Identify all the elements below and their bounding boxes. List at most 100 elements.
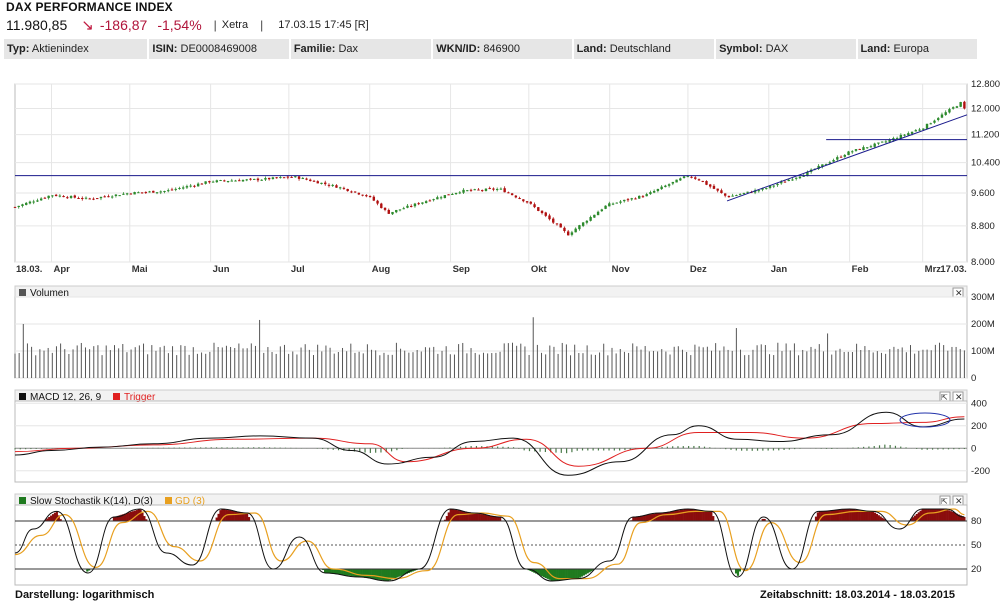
price-candle (17, 205, 20, 209)
macd-y-tick: 400 (971, 398, 987, 409)
volume-y-tick: 300M (971, 292, 995, 303)
price-candle (791, 178, 794, 181)
price-candle (200, 182, 204, 185)
price-candle (230, 178, 233, 182)
price-candle (862, 145, 865, 151)
price-candle (608, 201, 611, 207)
price-x-tick: Apr (54, 264, 71, 275)
price-candle (623, 199, 626, 203)
volume-legend-swatch (19, 289, 26, 296)
price-candle (417, 202, 420, 206)
price-candle (125, 192, 129, 196)
price-candle (297, 175, 301, 181)
price-candle (152, 190, 155, 193)
price-x-tick: Sep (453, 264, 471, 275)
price-candle (327, 183, 331, 188)
price-candle (77, 196, 80, 200)
price-candle (331, 183, 334, 187)
info-symbol: Symbol: DAX (716, 39, 856, 59)
price-candle (279, 176, 282, 179)
price-candle (383, 207, 387, 212)
stochastic-lines (14, 508, 965, 582)
price-candle (880, 141, 884, 143)
price-candle (275, 177, 278, 179)
price-x-tick: Mai (132, 264, 148, 275)
price-candle (451, 192, 454, 195)
price-candle (574, 227, 577, 233)
price-y-tick: 12.000 (971, 103, 1000, 114)
price-grid (15, 83, 967, 263)
price-lines (15, 114, 968, 202)
price-candle (895, 136, 899, 140)
price-candle (267, 177, 271, 181)
price-candle (955, 105, 959, 108)
price-candle (697, 178, 701, 181)
price-candle (439, 195, 443, 200)
macd-lines (14, 411, 965, 476)
price-y-tick: 8.800 (971, 221, 995, 232)
price-candle (137, 191, 140, 194)
price-candle (641, 194, 645, 198)
last-price: 11.980,85 (6, 17, 68, 33)
price-candle (548, 213, 551, 221)
price-candle (731, 193, 734, 197)
price-candle (578, 224, 581, 231)
volume-header (14, 285, 968, 298)
price-candle (92, 197, 95, 201)
volume-bars (14, 317, 965, 378)
price-candle (301, 177, 305, 180)
price-candle (208, 180, 211, 184)
macd-panel: MACD 12, 26, 9 Trigger ⇱ ✕ 400 200 0 -200 (14, 389, 990, 483)
price-candle (626, 198, 630, 202)
price-candle (484, 188, 488, 192)
stochastic-header (14, 493, 968, 506)
price-candle (817, 164, 820, 171)
price-y-tick: 8.000 (971, 257, 995, 268)
price-candle (832, 158, 835, 163)
price-candle (533, 202, 536, 209)
price-candle (925, 123, 929, 130)
price-candle (514, 195, 518, 199)
price-candle (249, 177, 252, 181)
stochastic-y-tick: 20 (971, 564, 982, 575)
price-candle (940, 112, 944, 119)
price-candle (604, 205, 607, 210)
price-candle (914, 129, 918, 132)
price-candle (570, 230, 574, 237)
price-candle (73, 194, 77, 199)
macd-title: MACD 12, 26, 9 (30, 392, 102, 403)
price-candle (540, 210, 544, 215)
price-candle (133, 191, 136, 195)
price-candle (907, 131, 910, 136)
price-candle (477, 188, 480, 191)
price-candle (537, 207, 540, 212)
price-candle (836, 155, 839, 162)
price-candle (780, 180, 783, 185)
price-candle (675, 179, 678, 183)
price-x-tick: Jul (291, 264, 305, 275)
price-candle (742, 192, 746, 195)
price-candle (918, 127, 921, 132)
price-candle (824, 163, 828, 165)
price-candle (253, 178, 256, 180)
price-candle (196, 182, 200, 187)
price-candle (350, 190, 353, 194)
price-candle (424, 200, 428, 204)
volume-y-tick: 100M (971, 346, 995, 357)
price-candle (226, 180, 230, 183)
price-candle (47, 195, 50, 200)
price-candle (211, 180, 215, 183)
price-candle (43, 196, 47, 199)
price-candle (596, 210, 600, 216)
price-candle (630, 197, 633, 201)
price-candle (316, 180, 319, 184)
price-candle (839, 155, 843, 158)
price-candle (585, 220, 589, 225)
price-candle (234, 179, 237, 182)
price-candle (103, 195, 106, 198)
stochastic-title: Slow Stochastik K(14), D(3) (30, 496, 153, 507)
price-candle (215, 179, 219, 183)
price-candle (39, 197, 43, 201)
price-candle (735, 194, 738, 197)
price-x-tick: Jun (213, 264, 230, 275)
